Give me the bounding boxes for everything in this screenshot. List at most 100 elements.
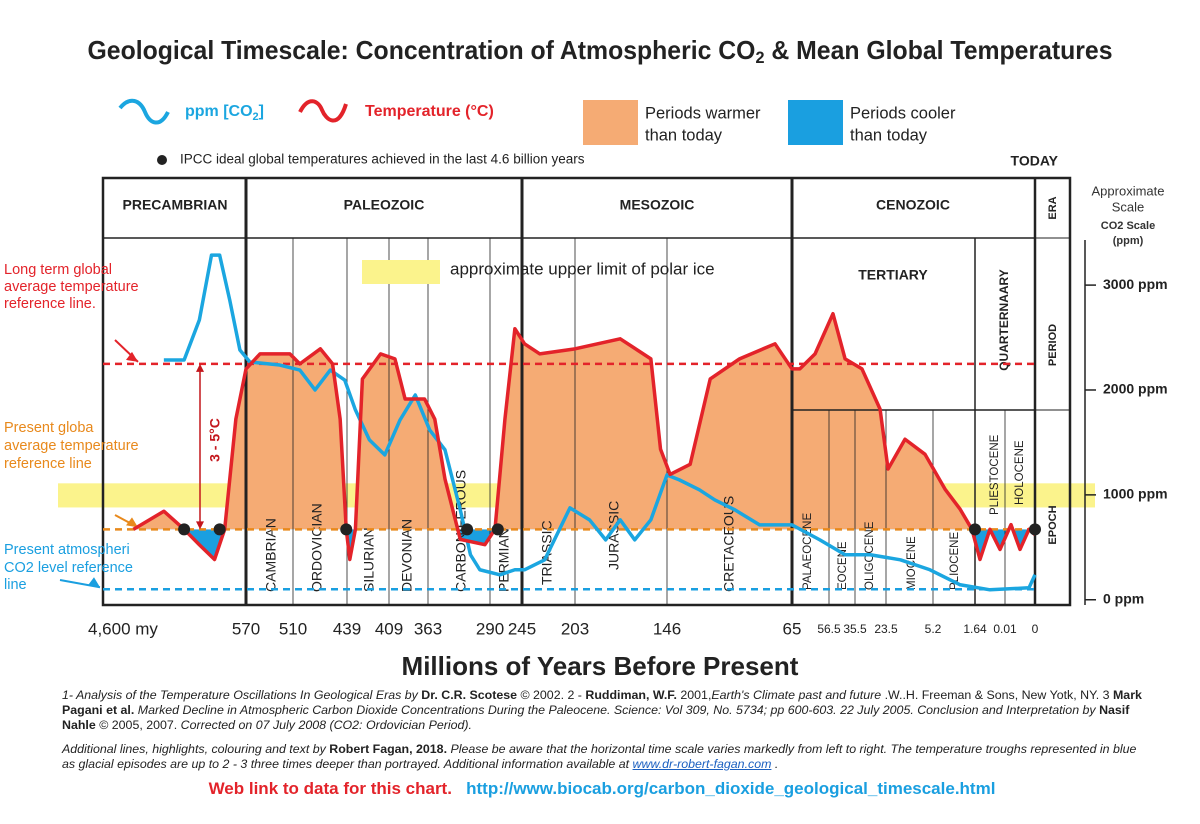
ref-text: .W..H. Freeman & Sons, New Yotk, NY. 3 bbox=[881, 688, 1113, 702]
y2-axis-label: Scale bbox=[1112, 199, 1145, 214]
today-label: TODAY bbox=[1011, 153, 1059, 169]
note-text: Additional lines, highlights, colouring … bbox=[62, 742, 330, 756]
x-tick-label: 65 bbox=[783, 619, 802, 638]
ipcc-point bbox=[1029, 523, 1041, 536]
x-tick-label: 510 bbox=[279, 619, 307, 638]
period-label: PERMIAN bbox=[496, 528, 512, 592]
epoch-label: PALAEOCENE bbox=[802, 513, 814, 590]
reference-label: Present atmospheri bbox=[4, 542, 130, 558]
x-tick-label: 409 bbox=[375, 619, 403, 638]
era-label: MESOZOIC bbox=[620, 197, 695, 213]
era-label: CENOZOIC bbox=[876, 197, 950, 213]
era-label: PALEOZOIC bbox=[344, 197, 425, 213]
row-label: PERIOD bbox=[1047, 324, 1059, 366]
period-label: ORDOVICIAN bbox=[309, 503, 325, 592]
epoch-label: PLIESTOCENE bbox=[989, 434, 1001, 515]
period-label: CRETACEOUS bbox=[721, 496, 737, 592]
x-tick-label: 203 bbox=[561, 619, 589, 638]
references: 1- Analysis of the Temperature Oscillati… bbox=[62, 688, 1142, 733]
period-label: SILURIAN bbox=[361, 527, 377, 592]
y2-tick-label: 0 ppm bbox=[1103, 590, 1144, 606]
ipcc-point bbox=[461, 523, 474, 536]
x-tick-label: 0 bbox=[1032, 622, 1039, 636]
period-label: TERTIARY bbox=[858, 267, 928, 283]
ref-author: Ruddiman, W.F. bbox=[585, 688, 677, 702]
x-axis-label: Millions of Years Before Present bbox=[402, 651, 799, 681]
x-tick-label: 4,600 my bbox=[88, 619, 158, 638]
ipcc-point bbox=[340, 523, 353, 536]
epoch-label: PLIOCENE bbox=[949, 532, 961, 590]
reference-label: Long term global bbox=[4, 262, 112, 278]
period-label: DEVONIAN bbox=[399, 519, 415, 592]
ref-text: Corrected on 07 July 2008 (CO2: Ordovici… bbox=[180, 718, 472, 732]
web-label: Web link to data for this chart. bbox=[208, 779, 452, 798]
arrow-head bbox=[126, 351, 138, 362]
shading-swatch bbox=[583, 100, 638, 145]
row-label: ERA bbox=[1047, 196, 1059, 219]
legend-label: ppm [CO2] bbox=[185, 103, 264, 123]
temperature-line bbox=[132, 311, 1037, 562]
warming-label: 3 - 5°C bbox=[207, 418, 223, 462]
x-tick-label: 5.2 bbox=[925, 622, 942, 636]
ref-text: © 2005, 2007. bbox=[95, 718, 181, 732]
x-tick-label: 1.64 bbox=[963, 622, 987, 636]
reference-label: line bbox=[4, 577, 27, 593]
title-part: & Mean Global Temperatures bbox=[764, 35, 1112, 65]
web-link-line: Web link to data for this chart. http://… bbox=[62, 779, 1142, 798]
legend-text: 2 bbox=[253, 111, 259, 123]
shading-swatch bbox=[788, 100, 843, 145]
period-label: JURASSIC bbox=[606, 501, 622, 570]
x-tick-label: 439 bbox=[333, 619, 361, 638]
legend-text: Temperature (°C) bbox=[365, 103, 494, 120]
arrow-head bbox=[126, 517, 138, 528]
note-text: . bbox=[771, 757, 779, 771]
ipcc-point bbox=[178, 523, 191, 536]
shading-label: Periods cooler bbox=[850, 104, 956, 122]
ref-author: Dr. C.R. Scotese bbox=[421, 688, 517, 702]
y2-tick-label: 3000 ppm bbox=[1103, 276, 1168, 292]
ref-text: Earth's Climate past and future bbox=[711, 688, 882, 702]
ipcc-note: IPCC ideal global temperatures achieved … bbox=[180, 152, 585, 167]
shading-label: than today bbox=[850, 126, 928, 144]
y2-axis-label: CO2 Scale bbox=[1101, 220, 1155, 232]
arrow-head bbox=[88, 577, 100, 588]
co2-line bbox=[163, 253, 1037, 592]
shading-label: than today bbox=[645, 126, 723, 144]
ipcc-legend-dot bbox=[157, 155, 167, 165]
period-label: QUARTERNAARY bbox=[997, 269, 1011, 371]
y2-axis-label: Approximate bbox=[1092, 183, 1165, 198]
note-text: Please be aware that the horizontal time… bbox=[62, 742, 1137, 771]
legend-text: ] bbox=[259, 103, 264, 120]
ref-author: Nasif Nahle bbox=[62, 703, 1130, 732]
ipcc-point bbox=[213, 523, 226, 536]
frame bbox=[101, 176, 1072, 607]
chart-title: Geological Timescale: Concentration of A… bbox=[88, 35, 1113, 68]
ipcc-point bbox=[969, 523, 981, 536]
x-tick-label: 290 bbox=[476, 619, 504, 638]
reference-label: reference line bbox=[4, 456, 92, 472]
x-tick-label: 23.5 bbox=[874, 622, 898, 636]
y2-tick-label: 1000 ppm bbox=[1103, 486, 1168, 502]
ipcc-point bbox=[491, 523, 504, 536]
y2-axis-label: (ppm) bbox=[1113, 235, 1144, 247]
footer: 1- Analysis of the Temperature Oscillati… bbox=[62, 688, 1142, 798]
author-link[interactable]: www.dr-robert-fagan.com bbox=[632, 757, 772, 771]
y2-tick-label: 2000 ppm bbox=[1103, 381, 1168, 397]
ref-text: © 2002. 2 - bbox=[517, 688, 586, 702]
legend-label: Temperature (°C) bbox=[365, 103, 494, 120]
polar-ice-label: approximate upper limit of polar ice bbox=[450, 259, 715, 278]
ref-author: Mark Pagani et al. bbox=[62, 688, 1142, 717]
ref-text: 2001, bbox=[676, 688, 712, 702]
web-url[interactable]: http://www.biocab.org/carbon_dioxide_geo… bbox=[466, 779, 996, 798]
reference-label: average temperature bbox=[4, 279, 139, 295]
polar-ice-swatch bbox=[362, 260, 440, 284]
legend-swatch-co2 bbox=[118, 98, 170, 125]
reference-label: Present globa bbox=[4, 420, 94, 436]
period-label: CAMBRIAN bbox=[263, 518, 279, 592]
legend-swatch-temp bbox=[298, 99, 348, 123]
reference-label: average temperature bbox=[4, 438, 139, 454]
x-tick-label: 56.5 bbox=[817, 622, 841, 636]
title-part: Geological Timescale: Concentration of A… bbox=[88, 35, 756, 65]
